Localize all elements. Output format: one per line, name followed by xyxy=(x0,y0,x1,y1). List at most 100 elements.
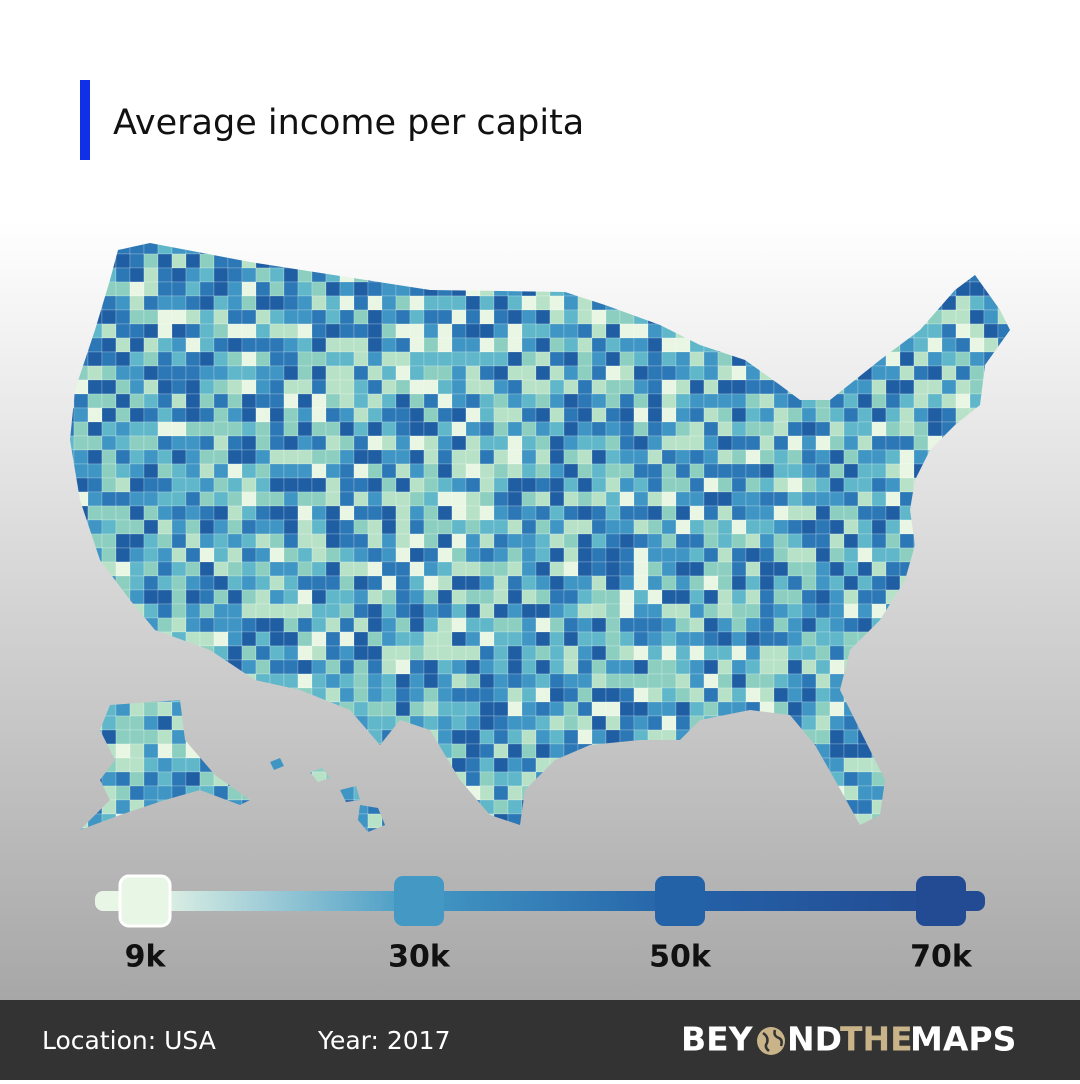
county xyxy=(395,631,411,647)
county xyxy=(605,477,621,493)
county xyxy=(955,379,971,395)
county xyxy=(689,687,705,703)
county xyxy=(409,631,425,647)
county xyxy=(185,393,201,409)
legend-knob xyxy=(655,876,706,926)
county xyxy=(591,449,607,465)
county xyxy=(423,295,439,311)
county xyxy=(311,603,327,619)
county xyxy=(801,449,817,465)
county xyxy=(731,575,747,591)
county xyxy=(773,505,789,521)
county xyxy=(255,575,271,591)
county xyxy=(171,491,187,507)
county xyxy=(577,477,593,493)
county xyxy=(619,491,635,507)
county xyxy=(325,617,341,633)
county xyxy=(297,421,313,437)
county xyxy=(577,519,593,535)
county xyxy=(885,519,901,535)
county xyxy=(479,673,495,689)
county xyxy=(171,449,187,465)
county xyxy=(941,365,957,381)
county xyxy=(563,547,579,563)
county xyxy=(87,449,103,465)
county xyxy=(605,617,621,633)
county xyxy=(465,715,481,731)
county xyxy=(843,603,859,619)
county xyxy=(731,491,747,507)
county xyxy=(605,421,621,437)
county xyxy=(283,323,299,339)
county xyxy=(815,421,831,437)
county xyxy=(633,533,649,549)
county xyxy=(465,309,481,325)
county xyxy=(773,393,789,409)
county xyxy=(227,421,243,437)
county xyxy=(745,645,761,661)
county xyxy=(521,463,537,479)
county xyxy=(605,309,621,325)
county xyxy=(689,519,705,535)
county xyxy=(703,603,719,619)
county xyxy=(129,533,145,549)
county xyxy=(871,463,887,479)
county xyxy=(353,533,369,549)
county xyxy=(241,407,257,423)
county xyxy=(535,407,551,423)
county xyxy=(689,463,705,479)
county xyxy=(549,519,565,535)
county xyxy=(451,477,467,493)
county xyxy=(101,407,117,423)
county xyxy=(157,379,173,395)
county xyxy=(717,589,733,605)
county xyxy=(745,421,761,437)
county xyxy=(213,323,229,339)
county xyxy=(87,407,103,423)
county xyxy=(367,701,383,717)
county xyxy=(941,323,957,339)
county xyxy=(73,421,89,437)
county xyxy=(101,491,117,507)
county xyxy=(297,323,313,339)
county xyxy=(129,491,145,507)
county xyxy=(563,589,579,605)
county xyxy=(689,365,705,381)
county xyxy=(395,533,411,549)
county xyxy=(815,631,831,647)
county xyxy=(577,351,593,367)
county xyxy=(661,477,677,493)
county xyxy=(339,323,355,339)
county xyxy=(311,295,327,311)
county xyxy=(185,323,201,339)
county xyxy=(129,309,145,325)
county xyxy=(227,477,243,493)
county xyxy=(297,547,313,563)
county xyxy=(843,575,859,591)
county xyxy=(465,435,481,451)
county xyxy=(465,337,481,353)
county xyxy=(115,715,131,731)
county xyxy=(801,533,817,549)
county xyxy=(521,309,537,325)
county xyxy=(885,463,901,479)
county xyxy=(381,673,397,689)
county xyxy=(885,351,901,367)
county xyxy=(703,617,719,633)
county xyxy=(115,309,131,325)
county xyxy=(535,519,551,535)
county xyxy=(395,407,411,423)
county xyxy=(773,631,789,647)
county xyxy=(451,561,467,577)
county xyxy=(689,533,705,549)
county xyxy=(731,477,747,493)
county xyxy=(241,295,257,311)
county xyxy=(801,701,817,717)
county xyxy=(129,785,145,801)
county xyxy=(535,351,551,367)
county xyxy=(619,421,635,437)
county xyxy=(675,435,691,451)
county xyxy=(143,505,159,521)
county xyxy=(633,701,649,717)
county xyxy=(325,295,341,311)
